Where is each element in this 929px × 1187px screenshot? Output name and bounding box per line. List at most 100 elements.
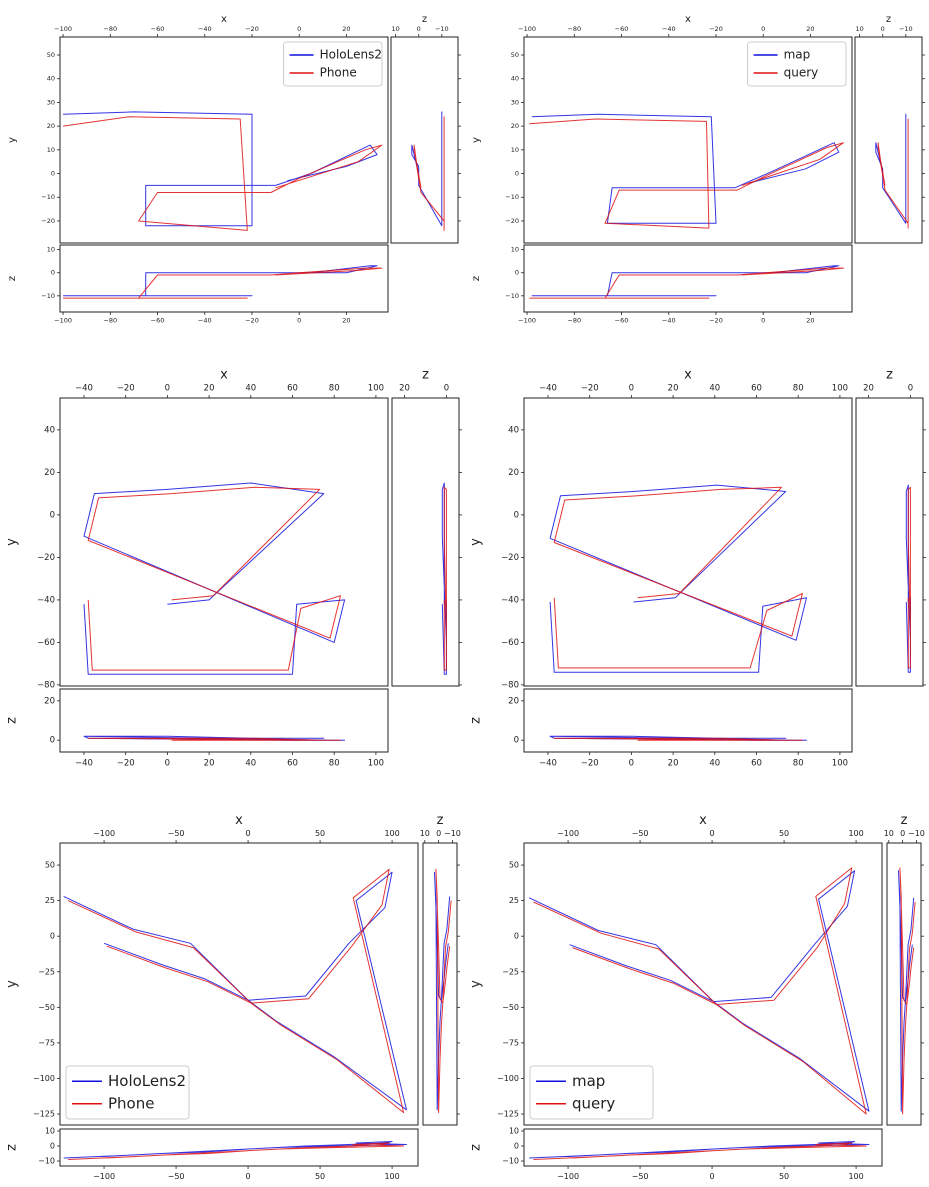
x-tick-label: 0 <box>297 316 301 324</box>
bottom-frame <box>524 1129 882 1166</box>
x-tick-label: −100 <box>518 316 536 324</box>
trajectory <box>84 483 345 674</box>
y-tick-label: 50 <box>47 51 55 59</box>
x-axis-label: x <box>235 813 243 828</box>
x-tick-label: −40 <box>539 383 557 393</box>
y-tick-label: 30 <box>47 98 55 106</box>
legend-label: Phone <box>320 66 357 80</box>
x-tick-label: 20 <box>342 316 350 324</box>
x-tick-label: 60 <box>751 383 762 393</box>
y-tick-label: 10 <box>511 146 519 154</box>
legend-label: Phone <box>108 1094 154 1112</box>
x-tick-label: 0 <box>761 316 765 324</box>
y-tick-label: 25 <box>45 896 55 905</box>
y-tick-label: −20 <box>41 217 55 225</box>
legend-label: map <box>572 1072 605 1090</box>
x-tick-label: −60 <box>151 25 165 33</box>
x-tick-label: −40 <box>75 383 93 393</box>
bottom-frame <box>524 245 852 312</box>
x-tick-label: 80 <box>329 759 340 769</box>
z-axis-label: z <box>886 14 891 25</box>
trajectory-bottom <box>68 1143 404 1160</box>
x-tick-label: 20 <box>806 316 814 324</box>
x-tick-label: 50 <box>315 829 325 838</box>
z-tick-label: 0 <box>900 829 905 838</box>
x-tick-label: 50 <box>779 829 789 838</box>
y-tick-label: −125 <box>33 1110 55 1119</box>
z-tick-label: 10 <box>391 25 399 33</box>
y-tick-label: 0 <box>514 510 519 520</box>
x-tick-label: −40 <box>198 25 212 33</box>
x-tick-label: −40 <box>662 25 676 33</box>
bottom-frame <box>60 689 388 752</box>
x-tick-label: 100 <box>384 829 399 838</box>
x-tick-label: −100 <box>93 829 115 838</box>
x-tick-label: −80 <box>567 25 581 33</box>
y-tick-label: −20 <box>505 217 519 225</box>
y-tick-label: −40 <box>37 595 55 605</box>
x-tick-label: 0 <box>165 759 170 769</box>
x-tick-label: −20 <box>245 25 259 33</box>
z-tick-label: −10 <box>908 829 925 838</box>
bottom-frame <box>524 689 852 752</box>
z-tick-label: 10 <box>509 1126 519 1135</box>
x-tick-label: 20 <box>806 25 814 33</box>
x-tick-label: −20 <box>117 759 135 769</box>
x-tick-label: 100 <box>832 759 848 769</box>
y-tick-label: 20 <box>47 122 55 130</box>
x-axis-label: x <box>699 813 707 828</box>
x-tick-label: 20 <box>668 759 679 769</box>
y-tick-label: −25 <box>38 967 55 976</box>
x-tick-label: −80 <box>103 25 117 33</box>
x-tick-label: 60 <box>287 383 298 393</box>
side-frame <box>855 37 922 243</box>
x-tick-label: 80 <box>793 383 804 393</box>
z-tick-label: −10 <box>505 292 519 300</box>
z-tick-label: 0 <box>514 1141 519 1150</box>
x-tick-label: 20 <box>204 383 215 393</box>
y-tick-label: −75 <box>38 1038 55 1047</box>
legend-label: map <box>784 48 811 62</box>
trajectory <box>529 119 843 228</box>
z-axis-label: z <box>5 1144 20 1151</box>
legend: mapquery <box>748 42 846 86</box>
z-tick-label: 0 <box>51 269 55 277</box>
x-tick-label: 80 <box>793 759 804 769</box>
z-tick-label: 0 <box>881 25 885 33</box>
x-tick-label: −50 <box>632 829 649 838</box>
y-tick-label: −20 <box>37 553 55 563</box>
y-axis-label: y <box>5 538 20 546</box>
y-tick-label: 0 <box>51 170 55 178</box>
x-tick-label: −40 <box>662 316 676 324</box>
x-tick-label: 0 <box>246 829 251 838</box>
y-tick-label: −60 <box>37 638 55 648</box>
z-tick-label: 0 <box>50 1141 55 1150</box>
y-tick-label: 20 <box>511 122 519 130</box>
x-tick-label: 100 <box>848 1172 863 1181</box>
x-tick-label: 80 <box>329 383 340 393</box>
x-tick-label: 40 <box>245 383 256 393</box>
y-tick-label: −75 <box>502 1038 519 1047</box>
z-axis-label: z <box>5 717 20 724</box>
z-tick-label: 0 <box>436 829 441 838</box>
x-tick-label: 20 <box>342 25 350 33</box>
z-tick-label: 10 <box>47 246 55 254</box>
y-tick-label: −100 <box>497 1074 519 1083</box>
z-tick-label: −10 <box>41 292 55 300</box>
y-axis-label: y <box>7 137 18 143</box>
x-tick-label: 40 <box>709 383 720 393</box>
z-tick-label: 10 <box>45 1126 55 1135</box>
trajectory <box>88 487 340 670</box>
x-tick-label: −20 <box>245 316 259 324</box>
y-tick-label: 0 <box>50 932 55 941</box>
z-axis-label: z <box>422 14 427 25</box>
z-tick-label: −10 <box>502 1157 519 1166</box>
x-tick-label: 0 <box>761 25 765 33</box>
trajectory-side <box>412 112 442 226</box>
x-tick-label: 0 <box>710 829 715 838</box>
z-tick-label: 10 <box>855 25 863 33</box>
z-axis-label: z <box>7 276 18 281</box>
x-tick-label: 20 <box>668 383 679 393</box>
z-tick-label: 20 <box>863 383 874 393</box>
z-tick-label: 20 <box>44 696 55 706</box>
